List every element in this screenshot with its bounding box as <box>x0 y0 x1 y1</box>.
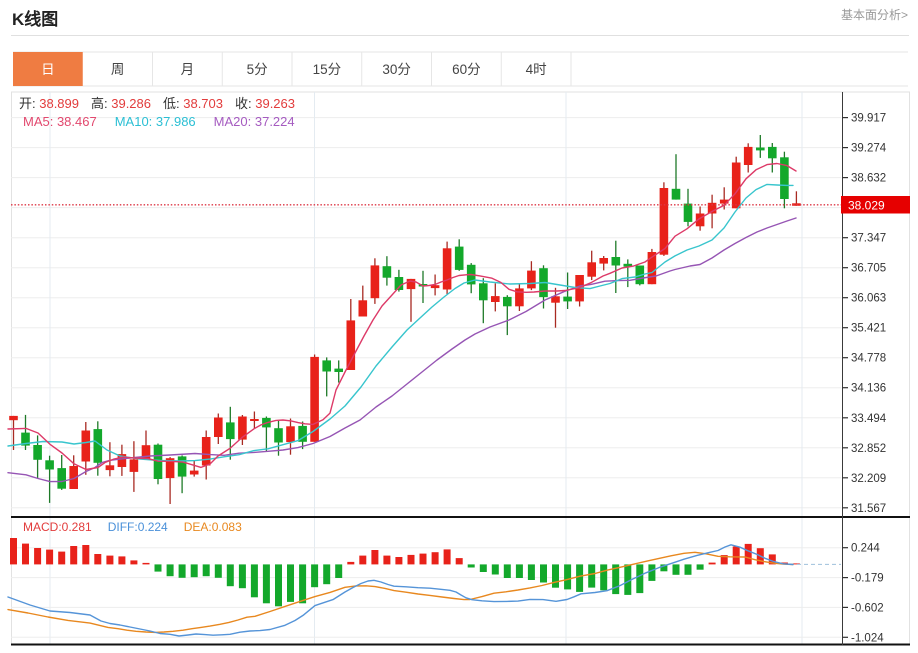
svg-text:38.029: 38.029 <box>848 199 885 213</box>
svg-text:34.136: 34.136 <box>851 383 886 395</box>
svg-text:-0.179: -0.179 <box>851 573 884 585</box>
svg-text:38.632: 38.632 <box>851 173 886 185</box>
svg-text:基本面分析>: 基本面分析> <box>841 8 908 22</box>
svg-text:32.852: 32.852 <box>851 443 886 455</box>
svg-text:月: 月 <box>181 62 195 77</box>
svg-text:15分: 15分 <box>313 62 342 77</box>
svg-text:36.063: 36.063 <box>851 293 886 305</box>
svg-text:33.494: 33.494 <box>851 413 887 425</box>
svg-text:周: 周 <box>111 62 125 77</box>
svg-text:34.778: 34.778 <box>851 353 886 365</box>
svg-text:K线图: K线图 <box>12 9 58 29</box>
svg-text:30分: 30分 <box>382 62 411 77</box>
svg-text:32.209: 32.209 <box>851 473 886 485</box>
svg-text:35.421: 35.421 <box>851 323 886 335</box>
svg-text:-0.602: -0.602 <box>851 602 884 614</box>
svg-text:-1.024: -1.024 <box>851 632 884 644</box>
svg-text:36.705: 36.705 <box>851 263 886 275</box>
svg-text:5分: 5分 <box>247 62 268 77</box>
svg-text:37.347: 37.347 <box>851 233 886 245</box>
svg-text:31.567: 31.567 <box>851 503 886 515</box>
svg-text:39.917: 39.917 <box>851 113 886 125</box>
svg-text:4时: 4时 <box>526 62 547 77</box>
svg-text:0.244: 0.244 <box>851 543 880 555</box>
svg-text:日: 日 <box>41 62 55 77</box>
svg-text:60分: 60分 <box>452 62 481 77</box>
svg-text:39.274: 39.274 <box>851 143 887 155</box>
